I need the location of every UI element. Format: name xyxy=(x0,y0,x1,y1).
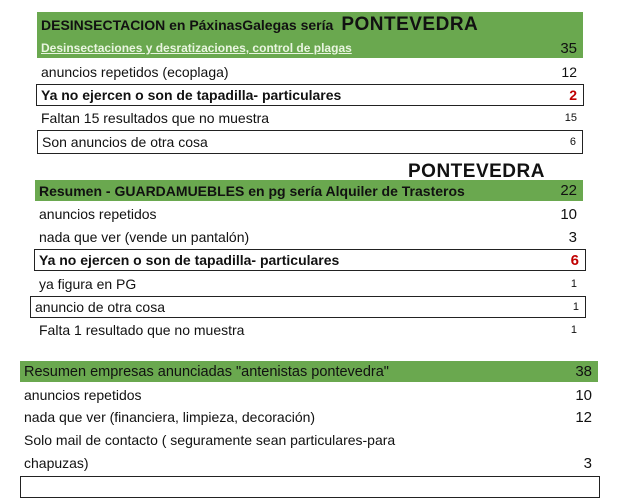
table-row: anuncios repetidos 10 xyxy=(35,203,583,225)
section1-subtitle-row: Desinsectaciones y desratizaciones, cont… xyxy=(37,37,583,59)
row-value: 3 xyxy=(568,228,577,246)
row-value: 2 xyxy=(569,87,577,103)
table-row: nada que ver (financiera, limpieza, deco… xyxy=(20,406,598,428)
row-value: 12 xyxy=(575,408,592,426)
table-row: ya figura en PG 1 xyxy=(35,273,583,295)
row-label: Faltan 15 resultados que no muestra xyxy=(41,110,270,126)
table-row: Son anuncios de otra cosa 6 xyxy=(37,130,583,154)
section3-header xyxy=(20,361,598,382)
table-row: chapuzas) 3 xyxy=(20,452,598,474)
row-label: nada que ver (vende un pantalón) xyxy=(39,229,250,245)
row-value: 6 xyxy=(570,251,579,269)
row-value: 1 xyxy=(570,278,577,290)
category-link[interactable]: Desinsectaciones y desratizaciones, cont… xyxy=(41,41,352,55)
row-value: 3 xyxy=(583,454,592,472)
section1-title-text: DESINSECTACION en PáxinasGalegas sería xyxy=(41,17,334,33)
row-value: 38 xyxy=(575,363,592,380)
table-row: Ya no ejercen o son de tapadilla- partic… xyxy=(36,84,584,106)
section2-above-label: PONTEVEDRA xyxy=(408,161,545,182)
row-value: 15 xyxy=(564,112,577,124)
row-label: Son anuncios de otra cosa xyxy=(42,134,208,150)
row-value: 1 xyxy=(570,324,577,336)
section2-title: Resumen - GUARDAMUEBLES en pg sería Alqu… xyxy=(39,182,465,199)
next-row-box xyxy=(20,476,600,498)
table-row: nada que ver (vende un pantalón) 3 xyxy=(35,226,583,248)
row-label: anuncios repetidos xyxy=(24,387,142,403)
table-row: anuncio de otra cosa 1 xyxy=(30,296,586,318)
table-row: Falta 1 resultado que no muestra 1 xyxy=(35,319,583,341)
table-row: anuncios repetidos 10 xyxy=(20,384,598,406)
row-value: 10 xyxy=(560,205,577,223)
row-label: Falta 1 resultado que no muestra xyxy=(39,322,245,338)
row-label: ya figura en PG xyxy=(39,276,137,292)
section1-header xyxy=(37,12,583,58)
table-row: Faltan 15 resultados que no muestra 15 xyxy=(37,107,583,129)
section1-title-big: PONTEVEDRA xyxy=(341,14,479,35)
row-label: Solo mail de contacto ( seguramente sean… xyxy=(24,432,396,448)
row-label: anuncios repetidos xyxy=(39,206,157,222)
table-row: anuncios repetidos (ecoplaga) 12 xyxy=(37,61,583,83)
row-value: 12 xyxy=(561,64,577,80)
row-label: chapuzas) xyxy=(24,455,89,471)
table-row: Ya no ejercen o son de tapadilla- partic… xyxy=(34,249,586,271)
row-value: 1 xyxy=(572,301,579,313)
section3-title-row: Resumen empresas anunciadas "antenistas … xyxy=(20,361,598,382)
section2-title-row: Resumen - GUARDAMUEBLES en pg sería Alqu… xyxy=(35,180,583,201)
row-value: 22 xyxy=(560,182,577,199)
row-label: anuncios repetidos (ecoplaga) xyxy=(41,64,229,80)
row-value: 6 xyxy=(569,136,576,148)
row-label: nada que ver (financiera, limpieza, deco… xyxy=(24,409,316,425)
row-value: 10 xyxy=(575,386,592,404)
row-value: 35 xyxy=(560,39,577,57)
section3-title: Resumen empresas anunciadas "antenistas … xyxy=(24,363,389,380)
table-row: Solo mail de contacto ( seguramente sean… xyxy=(20,429,598,451)
section1-title: DESINSECTACION en PáxinasGalegas sería P… xyxy=(41,13,478,37)
row-label: anuncio de otra cosa xyxy=(35,299,165,315)
section2-header xyxy=(35,180,583,201)
row-label: Ya no ejercen o son de tapadilla- partic… xyxy=(41,87,342,103)
row-label: Ya no ejercen o son de tapadilla- partic… xyxy=(39,252,340,268)
